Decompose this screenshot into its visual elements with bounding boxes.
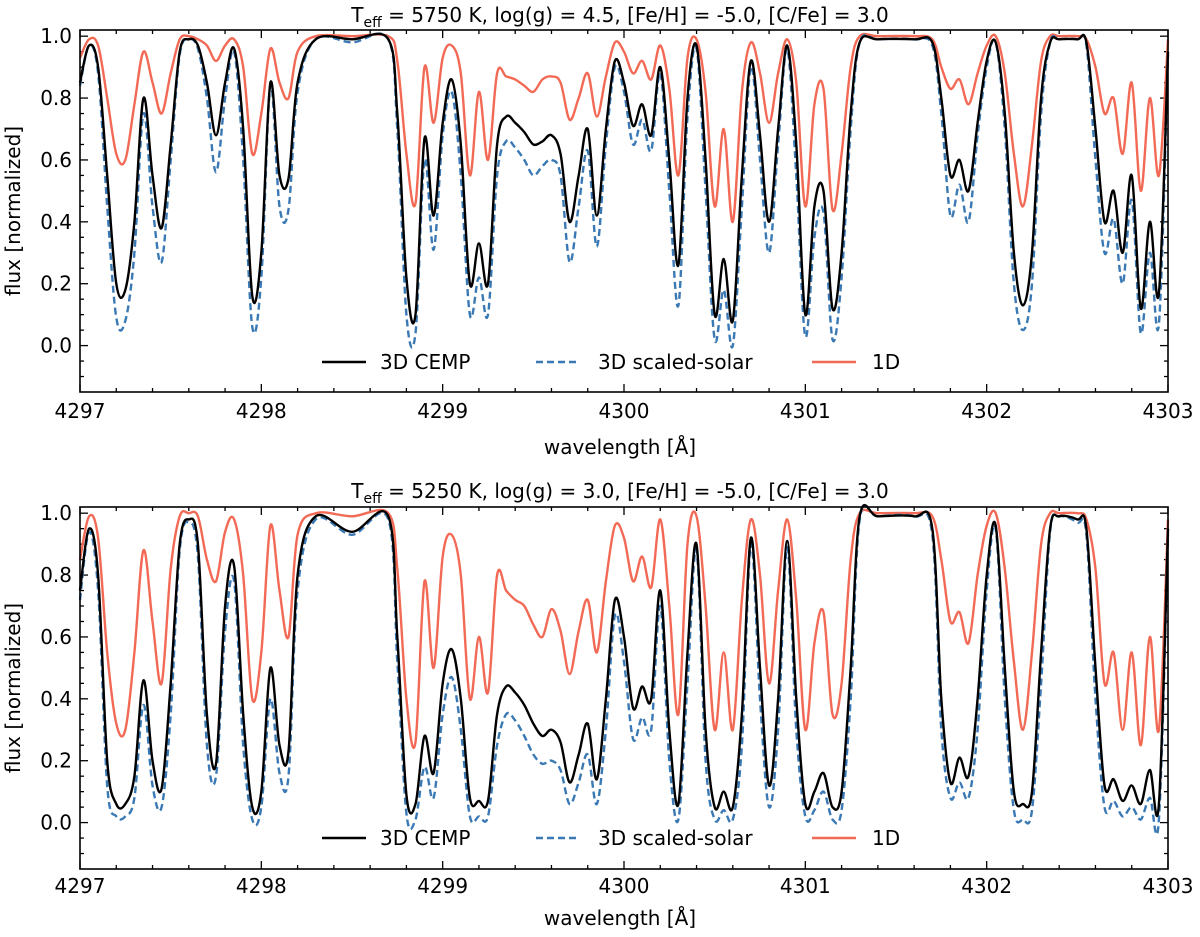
axis-ticks: 4297 4298 4299 4300 4301 4302 4303 0.0 0.2 0.4 0.6… [40,501,1193,898]
legend-label-3d-scaled-solar: 3D scaled-solar [598,826,753,850]
top-panel: Teff = 5750 K, log(g) = 4.5, [Fe/H] = -5… [1,3,1193,459]
y-tick-label: 0.6 [40,625,72,649]
series-line-3d-cemp [78,503,1170,817]
series-group [78,32,1170,349]
y-tick-label: 0.8 [40,563,72,587]
legend-label-3d-scaled-solar: 3D scaled-solar [598,350,753,374]
y-axis-label: flux [normalized] [1,126,25,296]
x-tick-label: 4297 [55,399,106,423]
legend-label-1d: 1D [872,350,900,374]
y-tick-label: 1.0 [40,501,72,525]
legend-label-1d: 1D [872,826,900,850]
series-line-1d [78,508,1170,750]
legend: 3D CEMP 3D scaled-solar 1D [322,350,900,374]
x-tick-label: 4303 [1143,874,1194,898]
y-tick-label: 0.0 [40,811,72,835]
panel-title: Teff = 5750 K, log(g) = 4.5, [Fe/H] = -5… [350,3,888,31]
x-tick-label: 4301 [780,399,831,423]
y-tick-label: 0.8 [40,86,72,110]
y-axis-label: flux [normalized] [1,603,25,773]
series-group [78,503,1170,836]
legend-label-3d-cemp: 3D CEMP [380,826,470,850]
y-tick-label: 0.2 [40,749,72,773]
series-line-1d [78,32,1170,224]
legend: 3D CEMP 3D scaled-solar 1D [322,826,900,850]
x-tick-label: 4301 [780,874,831,898]
panel-title: Teff = 5250 K, log(g) = 3.0, [Fe/H] = -5… [350,479,888,507]
y-tick-label: 0.2 [40,272,72,296]
x-axis-label: wavelength [Å] [544,435,696,459]
x-tick-label: 4303 [1143,399,1194,423]
plot-frame [79,29,1169,393]
plot-frame [79,506,1169,870]
x-tick-label: 4302 [961,874,1012,898]
y-tick-label: 0.0 [40,334,72,358]
x-tick-label: 4302 [961,399,1012,423]
axis-ticks: 4297 4298 4299 4300 4301 4302 4303 0.0 0.2 0.4 0.6… [40,24,1193,423]
x-tick-label: 4299 [417,874,468,898]
x-tick-label: 4298 [236,874,287,898]
y-tick-label: 0.4 [40,210,72,234]
y-tick-label: 0.6 [40,148,72,172]
x-tick-label: 4298 [236,399,287,423]
x-tick-label: 4297 [55,874,106,898]
bottom-panel: Teff = 5250 K, log(g) = 3.0, [Fe/H] = -5… [1,479,1193,930]
y-tick-label: 0.4 [40,687,72,711]
x-tick-label: 4300 [599,399,650,423]
x-tick-label: 4300 [599,874,650,898]
x-axis-label: wavelength [Å] [544,906,696,930]
y-tick-label: 1.0 [40,24,72,48]
x-tick-label: 4299 [417,399,468,423]
series-line-3d-cemp [78,32,1170,325]
legend-label-3d-cemp: 3D CEMP [380,350,470,374]
